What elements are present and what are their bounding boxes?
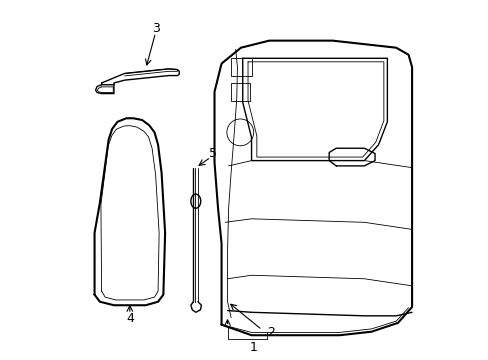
Text: 4: 4 — [125, 312, 134, 325]
Text: 1: 1 — [249, 341, 257, 354]
Bar — [231, 83, 250, 100]
Bar — [231, 58, 252, 76]
Text: 2: 2 — [266, 326, 274, 339]
Text: 3: 3 — [151, 22, 159, 35]
Text: 5: 5 — [208, 147, 216, 160]
